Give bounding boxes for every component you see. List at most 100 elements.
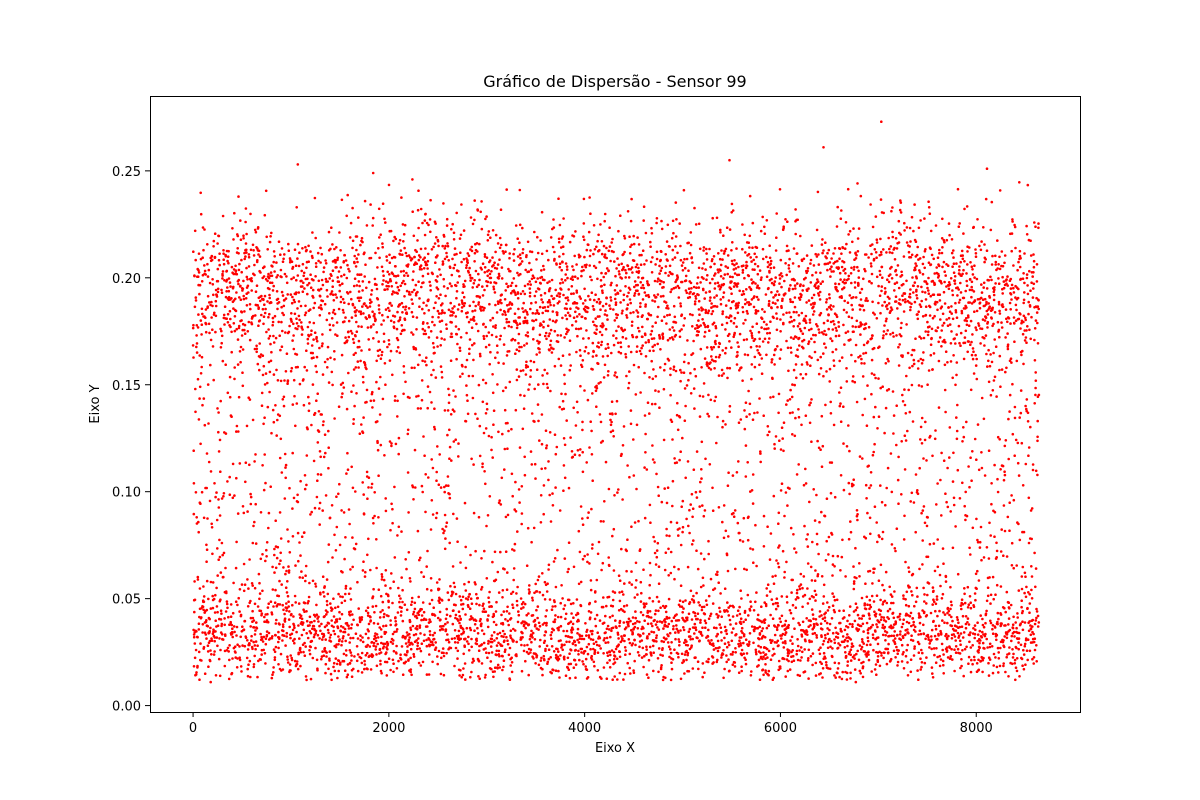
data-point (633, 625, 637, 629)
data-point (365, 470, 369, 474)
data-point (560, 644, 564, 647)
data-point (396, 399, 399, 403)
data-point (285, 569, 288, 573)
data-point (387, 343, 391, 346)
data-point (324, 451, 327, 455)
data-point (393, 399, 397, 402)
data-point (624, 285, 627, 288)
data-point (388, 273, 391, 276)
data-point (505, 354, 509, 357)
data-point (220, 633, 224, 636)
data-point (312, 459, 316, 463)
data-point (449, 301, 453, 305)
data-point (541, 673, 544, 677)
data-point (459, 637, 463, 641)
data-point (377, 354, 380, 358)
data-point (209, 607, 213, 610)
data-point (265, 630, 269, 633)
data-point (234, 264, 237, 268)
data-point (489, 236, 492, 239)
data-point (656, 541, 660, 545)
data-point (636, 627, 640, 630)
data-point (608, 226, 611, 229)
data-point (299, 664, 302, 668)
data-point (284, 476, 288, 480)
data-point (551, 605, 554, 608)
data-point (342, 260, 346, 263)
data-point (254, 290, 258, 294)
data-point (635, 263, 639, 266)
data-point (231, 496, 235, 500)
data-point (662, 285, 665, 289)
data-point (635, 579, 638, 582)
data-point (214, 304, 218, 308)
data-point (223, 623, 226, 627)
data-point (199, 372, 203, 375)
data-point (651, 377, 655, 381)
data-point (313, 196, 317, 200)
data-point (545, 644, 549, 648)
data-point (650, 402, 654, 406)
data-point (359, 312, 363, 316)
data-point (343, 301, 346, 305)
data-point (250, 277, 253, 280)
data-point (499, 334, 503, 338)
data-point (251, 584, 254, 587)
data-point (506, 421, 509, 425)
data-point (678, 329, 682, 333)
data-point (378, 616, 382, 619)
data-point (621, 335, 625, 339)
data-point (613, 494, 616, 497)
data-point (562, 629, 565, 633)
data-point (508, 646, 512, 650)
data-point (422, 321, 425, 324)
data-point (474, 549, 477, 553)
data-point (487, 596, 490, 599)
data-point (379, 610, 382, 614)
data-point (469, 279, 472, 282)
data-point (304, 574, 307, 577)
data-point (529, 268, 533, 272)
data-point (350, 659, 353, 662)
data-point (411, 315, 415, 319)
data-point (247, 255, 251, 259)
data-point (419, 649, 423, 653)
data-point (264, 559, 267, 563)
data-point (279, 268, 283, 272)
data-point (537, 575, 541, 578)
data-point (453, 629, 457, 632)
data-point (461, 365, 464, 368)
data-point (532, 360, 536, 364)
data-point (674, 235, 678, 238)
data-point (304, 304, 307, 308)
data-point (495, 637, 499, 640)
data-point (538, 351, 541, 354)
data-point (200, 365, 203, 369)
data-point (270, 613, 274, 616)
data-point (565, 629, 569, 633)
data-point (400, 324, 404, 327)
data-point (269, 235, 272, 238)
data-point (349, 651, 353, 654)
data-point (355, 330, 359, 334)
data-point (343, 557, 346, 561)
data-point (335, 266, 338, 269)
data-point (282, 566, 285, 569)
data-point (219, 618, 223, 621)
data-point (292, 334, 295, 337)
data-point (522, 407, 526, 411)
data-point (670, 288, 673, 291)
data-point (452, 389, 455, 392)
data-point (468, 273, 472, 277)
data-point (357, 216, 360, 219)
data-point (615, 399, 619, 403)
data-point (395, 350, 399, 353)
data-point (208, 659, 212, 663)
data-point (503, 468, 506, 471)
data-point (527, 388, 530, 391)
data-point (660, 266, 664, 270)
data-point (282, 313, 286, 317)
data-point (214, 619, 217, 622)
data-point (197, 269, 200, 272)
data-point (413, 607, 417, 611)
